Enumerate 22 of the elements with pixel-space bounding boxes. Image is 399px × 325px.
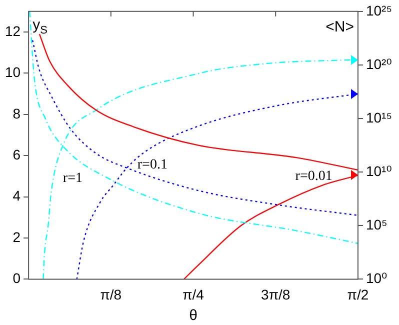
x-axis-title: θ [189, 307, 198, 324]
y2-tick-label: 10¹⁵ [366, 109, 392, 126]
x-tick-label: π/2 [347, 286, 369, 302]
y2-tick-label: 10⁵ [366, 216, 388, 232]
annotation: r=0.1 [137, 158, 168, 173]
y-tick-label: 4 [12, 188, 21, 204]
y-tick-label: 8 [12, 105, 21, 122]
x-tick-label: π/4 [182, 286, 204, 302]
annotation: r=1 [62, 170, 82, 186]
y2-axis-title: <N> [326, 18, 354, 36]
x-tick-label: π/8 [100, 286, 122, 302]
y-tick-label: 0 [12, 270, 21, 286]
annotation: r=0.01 [295, 168, 332, 184]
x-tick-label: 3π/8 [261, 286, 290, 302]
y2-tick-label: 10¹⁰ [366, 162, 392, 179]
y2-tick-label: 10²⁰ [366, 56, 392, 72]
y2-tick-label: 10²⁵ [366, 2, 392, 18]
y-tick-label: 10 [4, 64, 21, 80]
y-tick-label: 12 [4, 22, 21, 39]
y2-tick-label: 10⁰ [366, 270, 388, 286]
y-tick-label: 6 [12, 146, 21, 162]
y-tick-label: 2 [12, 228, 21, 245]
